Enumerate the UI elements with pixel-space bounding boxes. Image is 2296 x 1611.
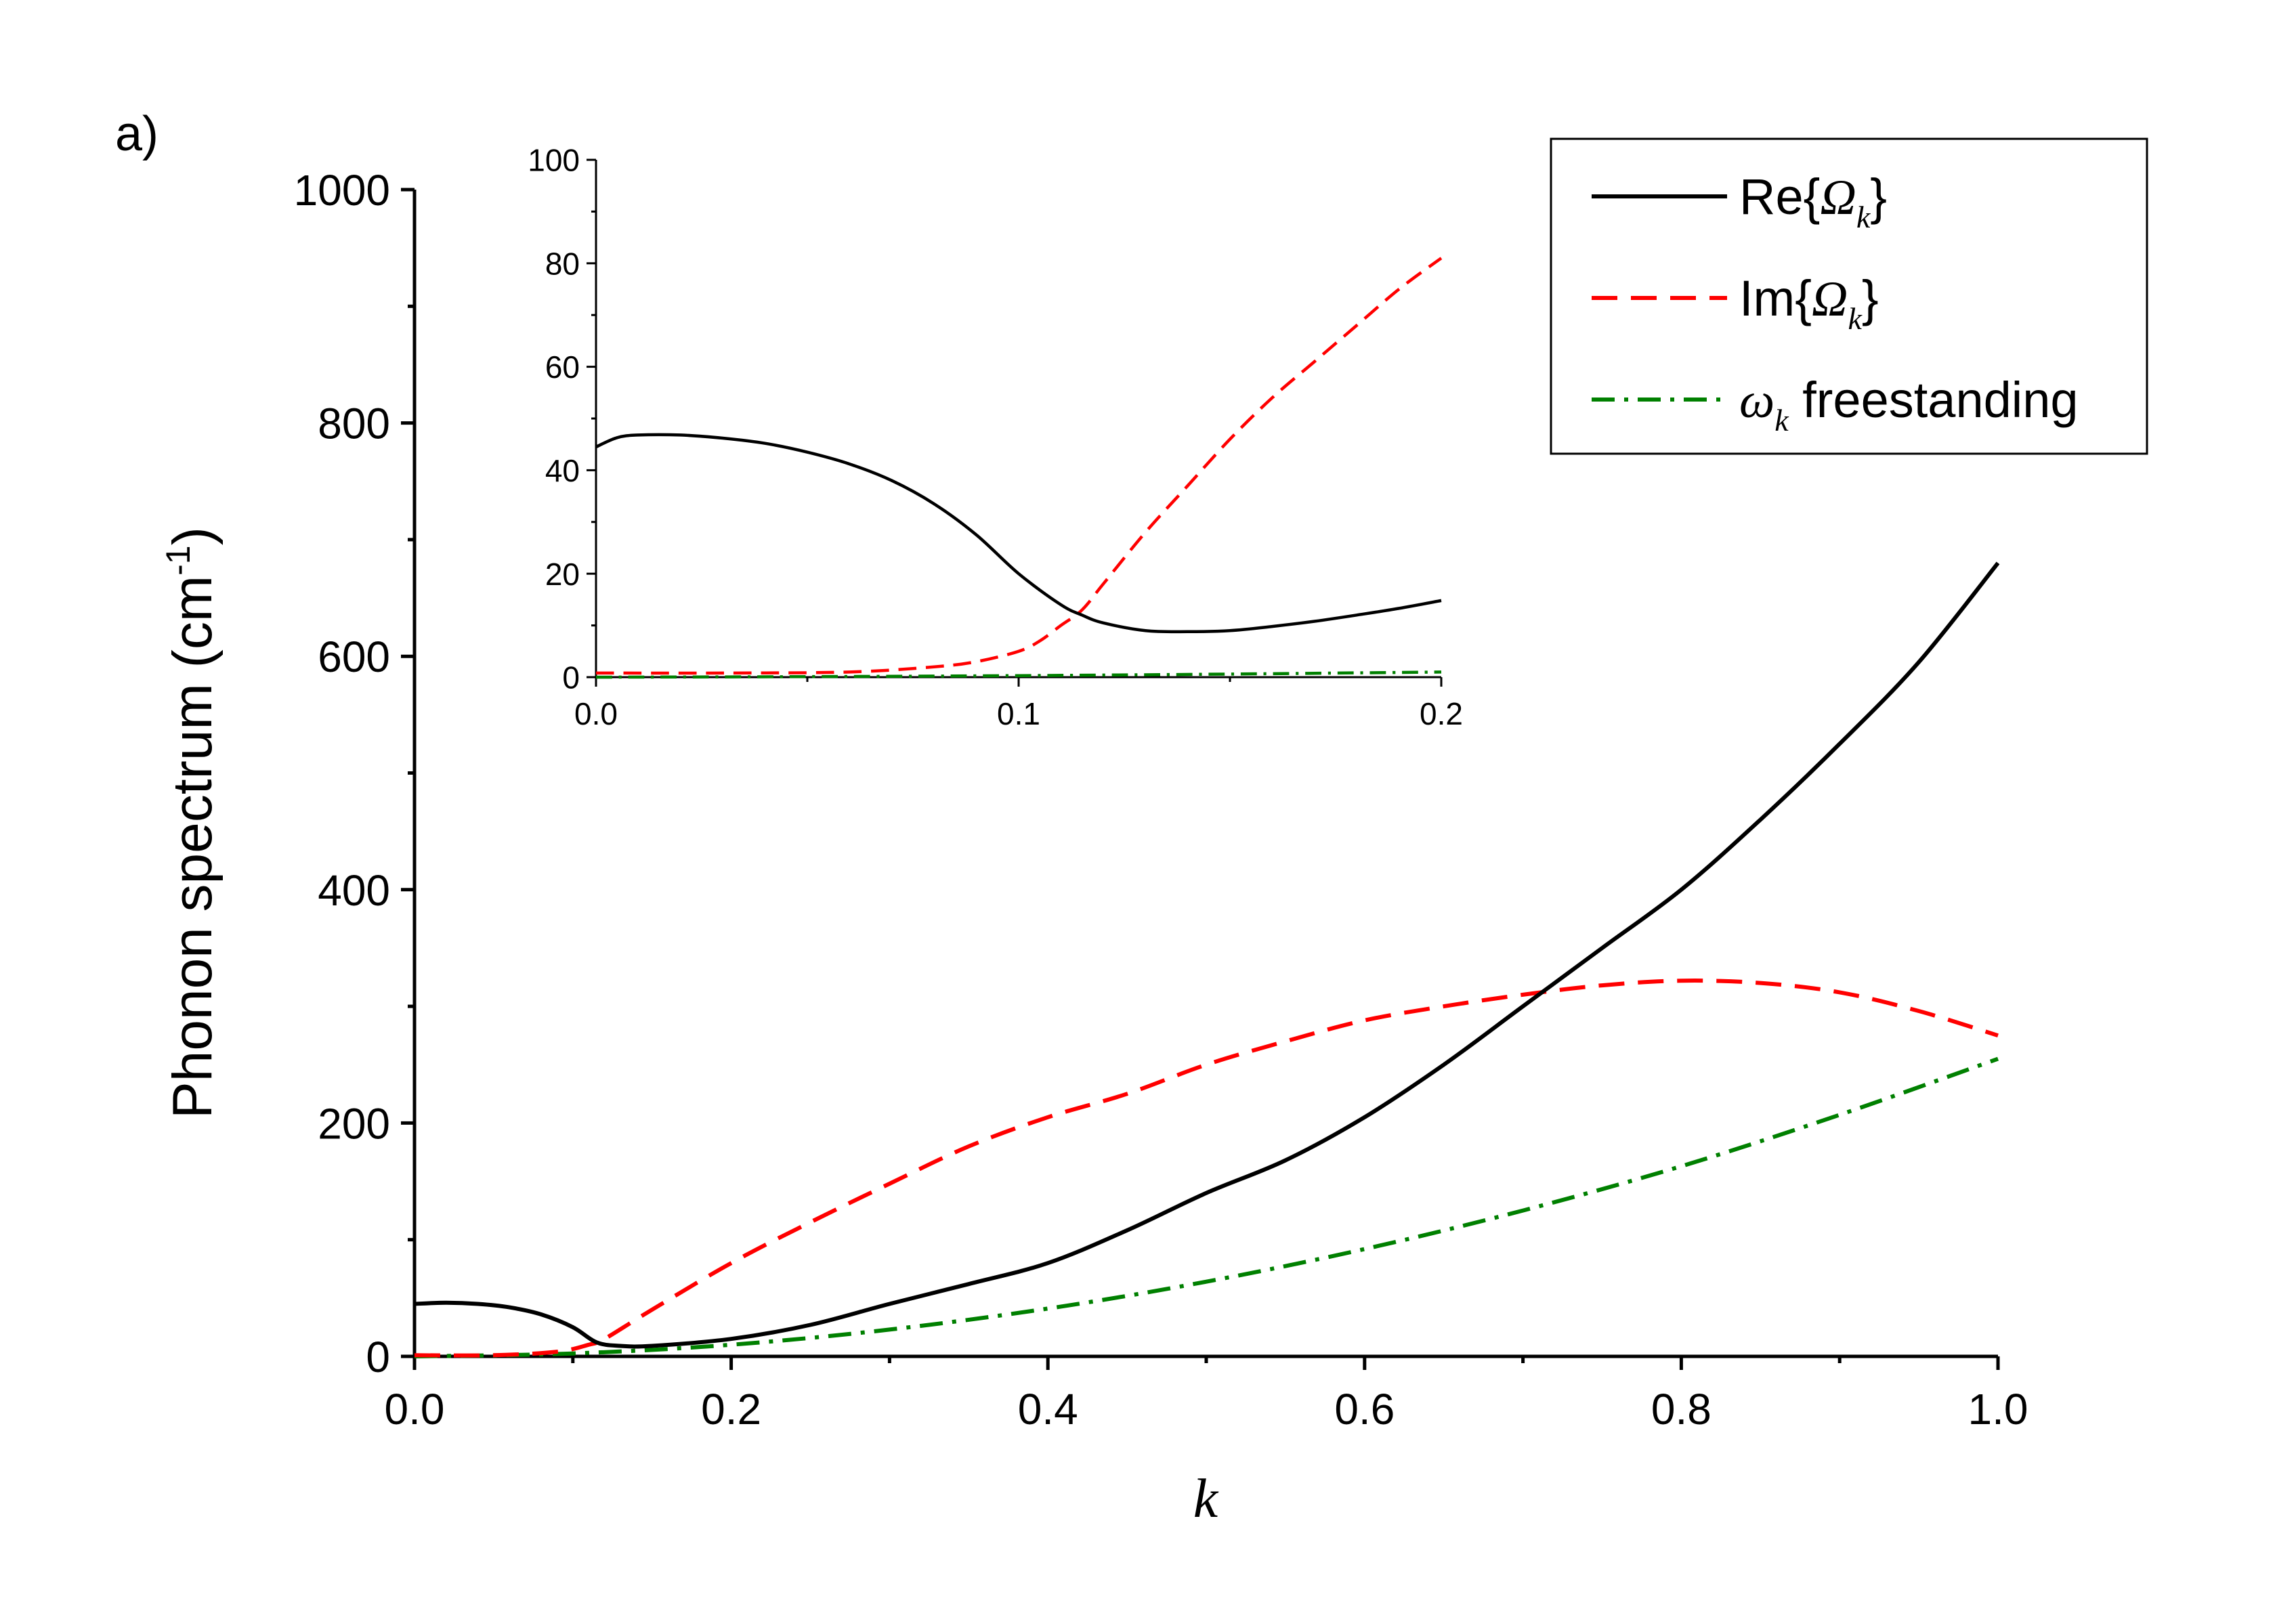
inset-plot-x-tick-label: 0.1 <box>997 696 1040 731</box>
inset-plot-y-tick-label: 100 <box>528 143 580 178</box>
legend-re-sub: k <box>1856 200 1871 234</box>
legend-label-im: Im{Ωk} <box>1739 270 1879 336</box>
legend-label-free: ωk freestanding <box>1739 372 2079 437</box>
inset-plot-series-im <box>595 257 1443 675</box>
legend-im-sub: k <box>1848 301 1863 336</box>
main-plot-y-tick-label: 800 <box>318 400 390 448</box>
legend-im-symbol: Ω <box>1812 272 1848 327</box>
main-plot-x-tick-label: 0.2 <box>701 1385 761 1434</box>
main-plot-y-tick-label: 400 <box>318 866 390 915</box>
y-axis-label: Phonon spectrum (cm-1) <box>159 527 224 1119</box>
legend-im-suffix: } <box>1862 270 1879 326</box>
inset-plot-y-tick-label: 20 <box>545 557 580 592</box>
main-plot-x-tick-label: 0.6 <box>1334 1385 1395 1434</box>
inset-plot-series-re <box>595 433 1442 634</box>
main-plot-series-free <box>414 1056 1999 1358</box>
inset-plot-y-tick-label: 60 <box>545 349 580 385</box>
legend-re-symbol: Ω <box>1820 170 1856 225</box>
main-plot-y-tick-label: 1000 <box>294 166 390 215</box>
legend-free-sub: k <box>1774 403 1789 437</box>
legend-im-prefix: Im{ <box>1739 270 1812 326</box>
inset-plot-y-tick-label: 40 <box>545 453 580 488</box>
inset-plot-x-tick-label: 0.0 <box>574 696 618 731</box>
legend-re-prefix: Re{ <box>1739 169 1820 225</box>
y-axis-label-sup: -1 <box>159 545 197 575</box>
main-plot-y-tick-label: 0 <box>366 1333 390 1381</box>
y-axis-label-text: Phonon spectrum (cm <box>162 576 224 1119</box>
inset-plot: 0.0 0.1 0.2 0 20 40 60 80 100 <box>528 143 1463 731</box>
legend-re-suffix: } <box>1870 169 1887 225</box>
main-plot-x-tick-label: 0.8 <box>1651 1385 1712 1434</box>
inset-plot-y-tick-label: 80 <box>545 246 580 281</box>
panel-label: a) <box>115 107 158 161</box>
x-axis-label: k <box>1193 1467 1219 1529</box>
main-plot-y-tick-label: 200 <box>318 1099 390 1148</box>
legend-free-symbol: ω <box>1739 373 1774 429</box>
inset-plot-y-tick-label: 0 <box>562 660 580 695</box>
main-plot-series-im <box>414 979 1999 1358</box>
main-plot-y-tick-label: 600 <box>318 632 390 681</box>
main-plot-x-tick-label: 0.0 <box>385 1385 445 1434</box>
main-plot-x-tick-label: 0.4 <box>1018 1385 1078 1434</box>
legend-label-re: Re{Ωk} <box>1739 169 1887 234</box>
inset-plot-x-tick-label: 0.2 <box>1420 696 1463 731</box>
main-plot-x-tick-label: 1.0 <box>1968 1385 2028 1434</box>
y-axis-label-close: ) <box>162 527 224 545</box>
legend-free-suffix: freestanding <box>1789 372 2079 428</box>
legend: Re{Ωk} Im{Ωk} ωk freestanding <box>1550 137 2148 455</box>
main-plot-series-re <box>414 561 2000 1349</box>
inset-plot-series-free <box>595 670 1442 679</box>
